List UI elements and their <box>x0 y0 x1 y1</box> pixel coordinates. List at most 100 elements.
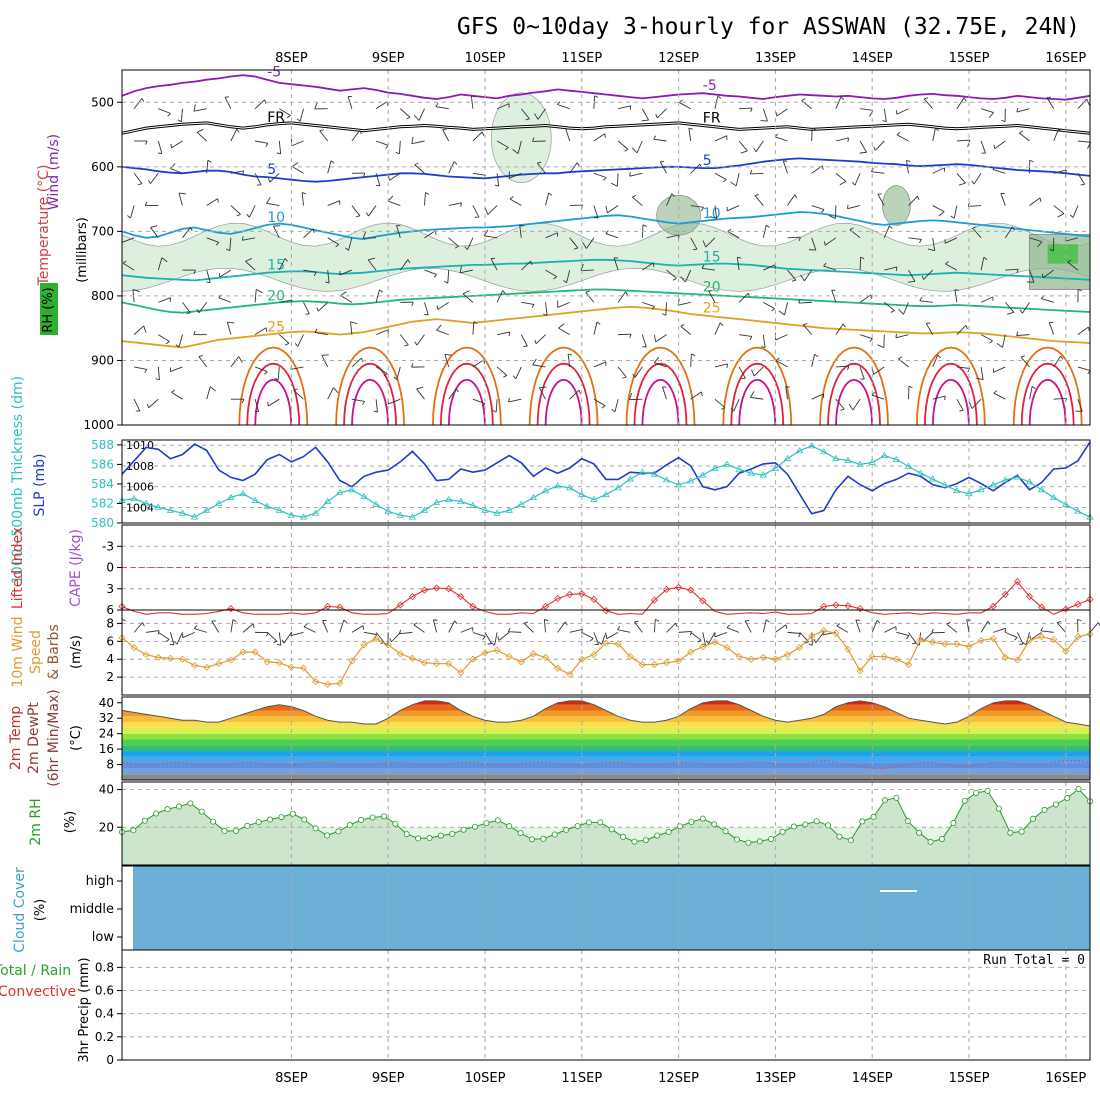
wind-barb <box>436 301 449 310</box>
wind-barb <box>690 237 698 251</box>
wind10m-barb <box>491 632 498 646</box>
wind10m-barb <box>787 631 801 638</box>
wind-barb <box>1029 237 1043 248</box>
wind-barb <box>753 140 764 153</box>
thickness-tick-label: 588 <box>91 438 114 452</box>
wind-barb <box>472 321 478 335</box>
wind-barb <box>144 201 159 206</box>
cloud-level-label: high <box>86 874 114 889</box>
rh2m-point <box>654 832 661 839</box>
wind-barb <box>362 231 377 239</box>
thickness-point <box>674 481 683 488</box>
wind-barb <box>798 299 812 304</box>
wind-barb <box>279 108 291 119</box>
wind10m-barb <box>290 631 304 637</box>
rh2m-point <box>175 803 182 810</box>
wind-barb <box>496 103 510 110</box>
wind-barb <box>787 194 798 206</box>
temp-band <box>122 733 1090 740</box>
wind10m-barb <box>322 619 329 633</box>
rh2m-point <box>813 818 820 825</box>
wind-barb <box>393 366 401 380</box>
slp-axis-label: SLP (mb) <box>32 453 48 516</box>
rh2m-point <box>756 838 763 845</box>
wind10m-frame <box>121 609 1091 696</box>
wind-barb <box>509 196 522 206</box>
wind10m-barb <box>908 632 917 645</box>
wind10m-tick-label: 2 <box>106 670 114 684</box>
rh2m-point <box>973 789 980 796</box>
wind10m-barb <box>593 632 599 645</box>
wind-barb <box>351 357 364 368</box>
temp2m-line <box>121 700 1091 727</box>
wind-speed-point <box>1074 633 1082 641</box>
wind10m-barb <box>460 627 474 633</box>
isotherm-surface-0 <box>722 346 793 426</box>
wind-barb <box>496 140 509 151</box>
wind-barb <box>1077 326 1090 336</box>
wind-barb <box>158 334 170 345</box>
wind-barb <box>1077 173 1085 186</box>
wind-barb <box>1029 386 1036 400</box>
rh2m-point <box>1030 815 1037 822</box>
wind-barb <box>835 365 850 371</box>
thickness-point <box>1074 507 1082 514</box>
thickness-point <box>1049 493 1058 501</box>
wind-barb <box>303 269 317 276</box>
wind10m-barb <box>705 632 716 645</box>
wind-barb <box>739 107 753 112</box>
wind-barb <box>763 301 775 312</box>
isotherm-surface-0 <box>432 346 502 426</box>
wind10m-axis-label: Speed <box>28 630 44 674</box>
wind-barb <box>490 257 498 271</box>
wind-barb <box>1004 226 1015 239</box>
wind-speed-point <box>239 648 247 656</box>
wind10m-barb <box>1016 632 1024 645</box>
rh2m-point <box>494 817 501 824</box>
thickness-point <box>360 492 368 500</box>
wind-speed-point <box>445 660 453 668</box>
wind-barb <box>738 140 748 154</box>
wind-barb <box>714 363 729 369</box>
rh2m-point <box>358 816 365 823</box>
thickness-point <box>336 488 344 496</box>
wind-barb <box>387 195 401 206</box>
isotherm-label: FR <box>267 110 285 126</box>
wind-barb <box>739 334 753 341</box>
rh2m-point <box>1041 806 1048 813</box>
wind-barb <box>569 204 584 209</box>
wind-speed-point <box>566 670 574 678</box>
wind10m-barb <box>121 618 126 633</box>
wind10m-barb <box>634 620 643 633</box>
thickness-point <box>1037 486 1046 493</box>
upper-air-tick-label: 700 <box>91 224 114 238</box>
thickness-point <box>432 498 441 505</box>
wind-barb <box>932 127 939 142</box>
isotherm-surface-1 <box>536 362 591 426</box>
thickness-line <box>121 445 1091 518</box>
thickness-point <box>711 464 719 471</box>
wind10m-barb <box>744 620 752 633</box>
wind-speed-point <box>856 667 864 675</box>
wind10m-barb <box>146 630 160 635</box>
wind-barb <box>908 195 920 206</box>
wind-barb <box>980 108 994 119</box>
date-label-top: 12SEP <box>658 51 699 66</box>
wind-barb <box>316 302 329 312</box>
wind-barb <box>613 257 619 271</box>
slp-line <box>121 441 1091 515</box>
cape-axis-label: CAPE (J/kg) <box>68 529 84 607</box>
rh2m-point <box>1075 785 1082 792</box>
wind-barb <box>230 356 243 368</box>
thickness-point <box>457 497 465 504</box>
rh2m-point <box>449 830 456 837</box>
wind-barb <box>919 297 933 303</box>
wind-barb <box>750 391 764 400</box>
isotherm-line <box>121 157 1091 183</box>
wind-barb <box>956 172 966 186</box>
temp-band <box>122 716 1090 723</box>
thickness-point <box>166 506 175 513</box>
wind-speed-point <box>324 680 332 688</box>
wind10m-axis-label: 10m Wind <box>10 616 26 687</box>
